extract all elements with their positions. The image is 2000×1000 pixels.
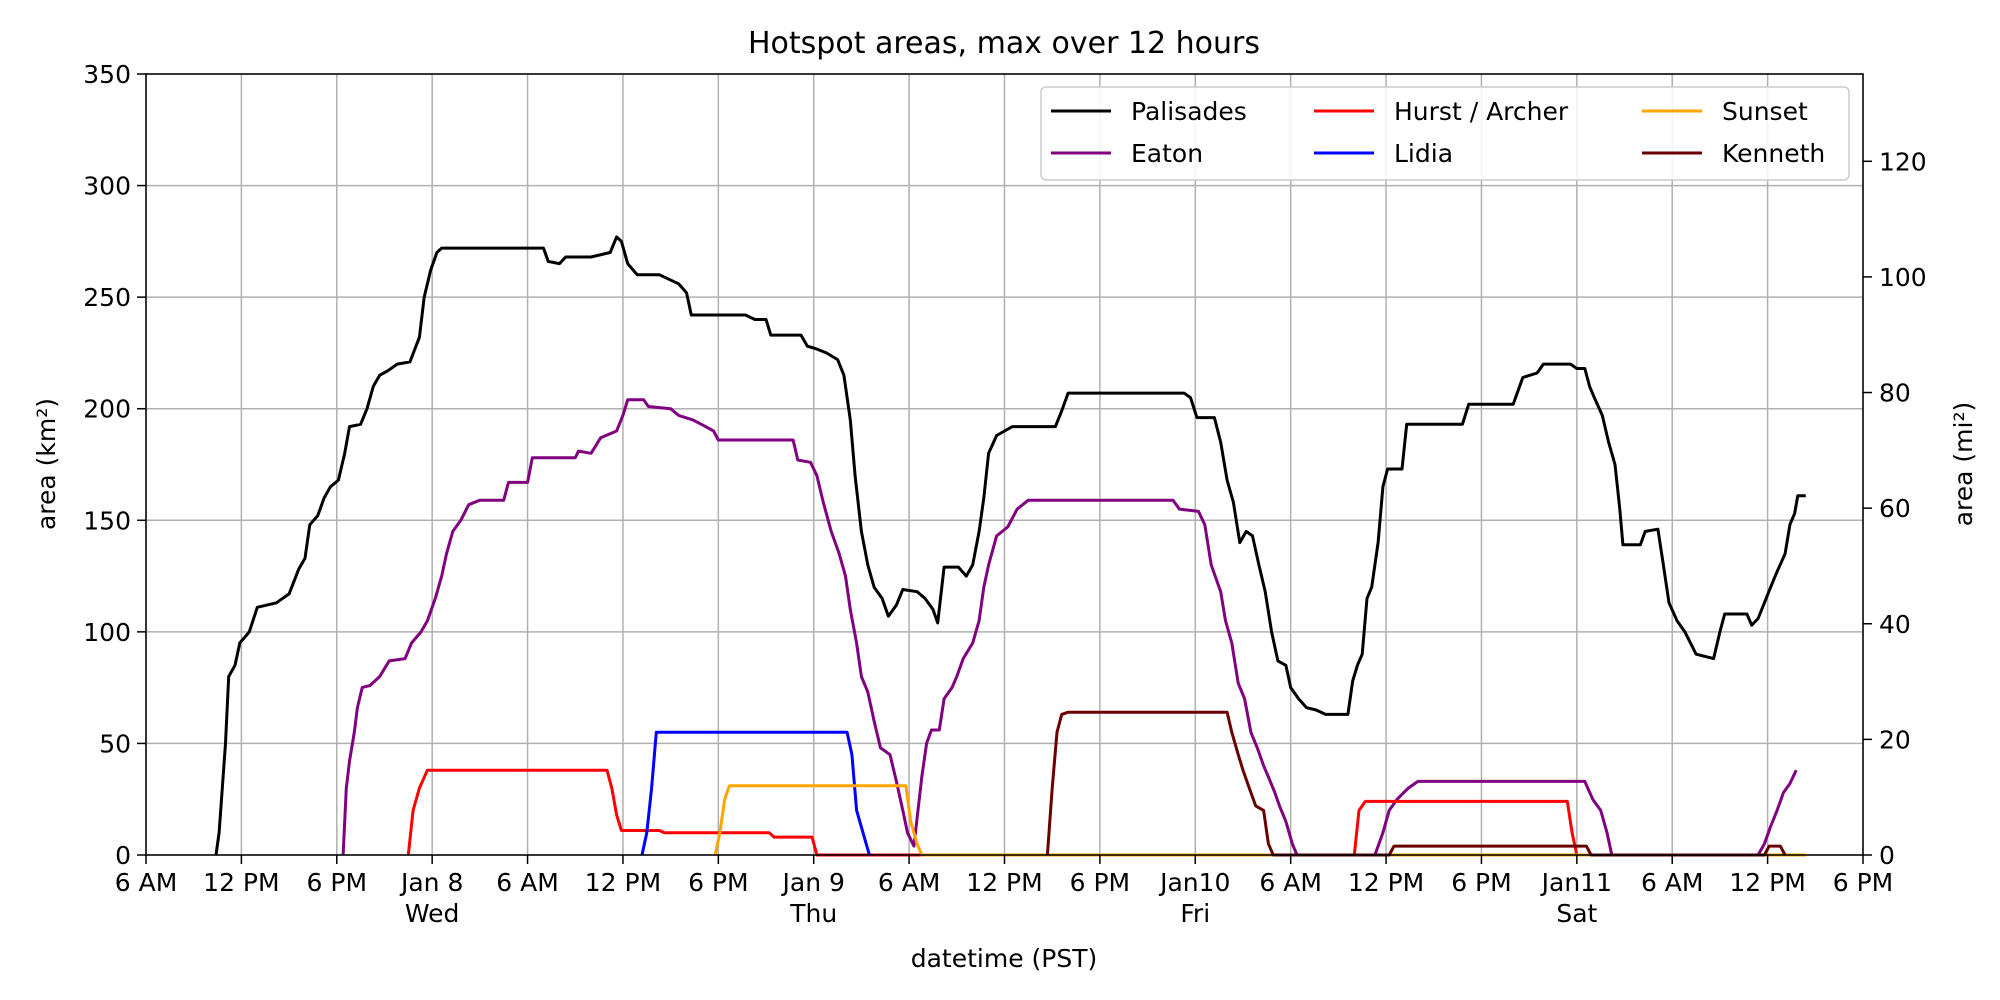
y-axis-label-right: area (mi²) [1949,402,1978,527]
y-tick-label-left: 50 [99,729,131,758]
x-tick-label: 6 AM [1259,868,1322,897]
x-tick-label: 6 PM [307,868,368,897]
x-tick-label: 12 PM [1348,868,1424,897]
legend-label-sunset: Sunset [1722,97,1808,126]
x-tick-label: 6 PM [688,868,749,897]
y-tick-label-left: 100 [83,618,131,647]
y-tick-label-right: 20 [1879,725,1911,754]
y-tick-label-left: 300 [83,172,131,201]
legend-label-palisades: Palisades [1131,97,1247,126]
x-tick-sublabel: Fri [1180,899,1210,928]
x-tick-label: 6 AM [496,868,559,897]
y-tick-label-left: 250 [83,283,131,312]
x-tick-label: Jan 9 [781,868,845,897]
series-line-palisades [214,235,1806,856]
x-tick-label: 12 PM [966,868,1042,897]
legend-label-eaton: Eaton [1131,139,1203,168]
x-tick-sublabel: Sat [1556,899,1597,928]
y-tick-label-left: 350 [83,60,131,89]
series-line-hurst-archer [406,768,1579,857]
x-tick-label: 12 PM [203,868,279,897]
y-tick-label-right: 100 [1879,263,1927,292]
x-tick-label: Jan11 [1540,868,1612,897]
y-tick-label-right: 60 [1879,494,1911,523]
y-axis-left: 0 50 100 150 200 250 300 350 [83,60,146,870]
x-tick-sublabel: Thu [789,899,837,928]
x-tick-label: 12 PM [1729,868,1805,897]
x-tick-label: 12 PM [585,868,661,897]
y-tick-label-left: 200 [83,395,131,424]
y-tick-label-right: 40 [1879,610,1911,639]
x-tick-label: 6 PM [1070,868,1131,897]
x-tick-label: Jan 8 [399,868,463,897]
x-tick-label: 6 AM [115,868,178,897]
x-tick-label: 6 PM [1451,868,1512,897]
legend: Palisades Eaton Hurst / Archer Lidia Sunset K… [1040,86,1850,181]
y-axis-right: 0 20 40 60 80 100 120 [1863,147,1927,870]
y-tick-label-left: 0 [115,841,131,870]
chart-title: Hotspot areas, max over 12 hours [748,26,1260,61]
y-tick-label-right: 0 [1879,841,1895,870]
x-axis-label: datetime (PST) [911,944,1098,973]
y-tick-label-right: 80 [1879,379,1911,408]
y-axis-label-left: area (km²) [32,398,61,530]
legend-label-lidia: Lidia [1394,139,1453,168]
y-tick-label-right: 120 [1879,147,1927,176]
y-tick-label-left: 150 [83,506,131,535]
legend-label-hurst-archer: Hurst / Archer [1394,97,1569,126]
x-tick-label: 6 PM [1833,868,1894,897]
legend-label-kenneth: Kenneth [1722,139,1825,168]
series-line-sunset [713,784,1806,857]
x-tick-label: 6 AM [1641,868,1704,897]
x-tick-label: Jan10 [1158,868,1230,897]
series-layer [214,235,1806,857]
series-line-lidia [640,730,871,856]
x-tick-label: 6 AM [878,868,941,897]
series-line-eaton [341,398,1798,857]
x-tick-sublabel: Wed [405,899,460,928]
